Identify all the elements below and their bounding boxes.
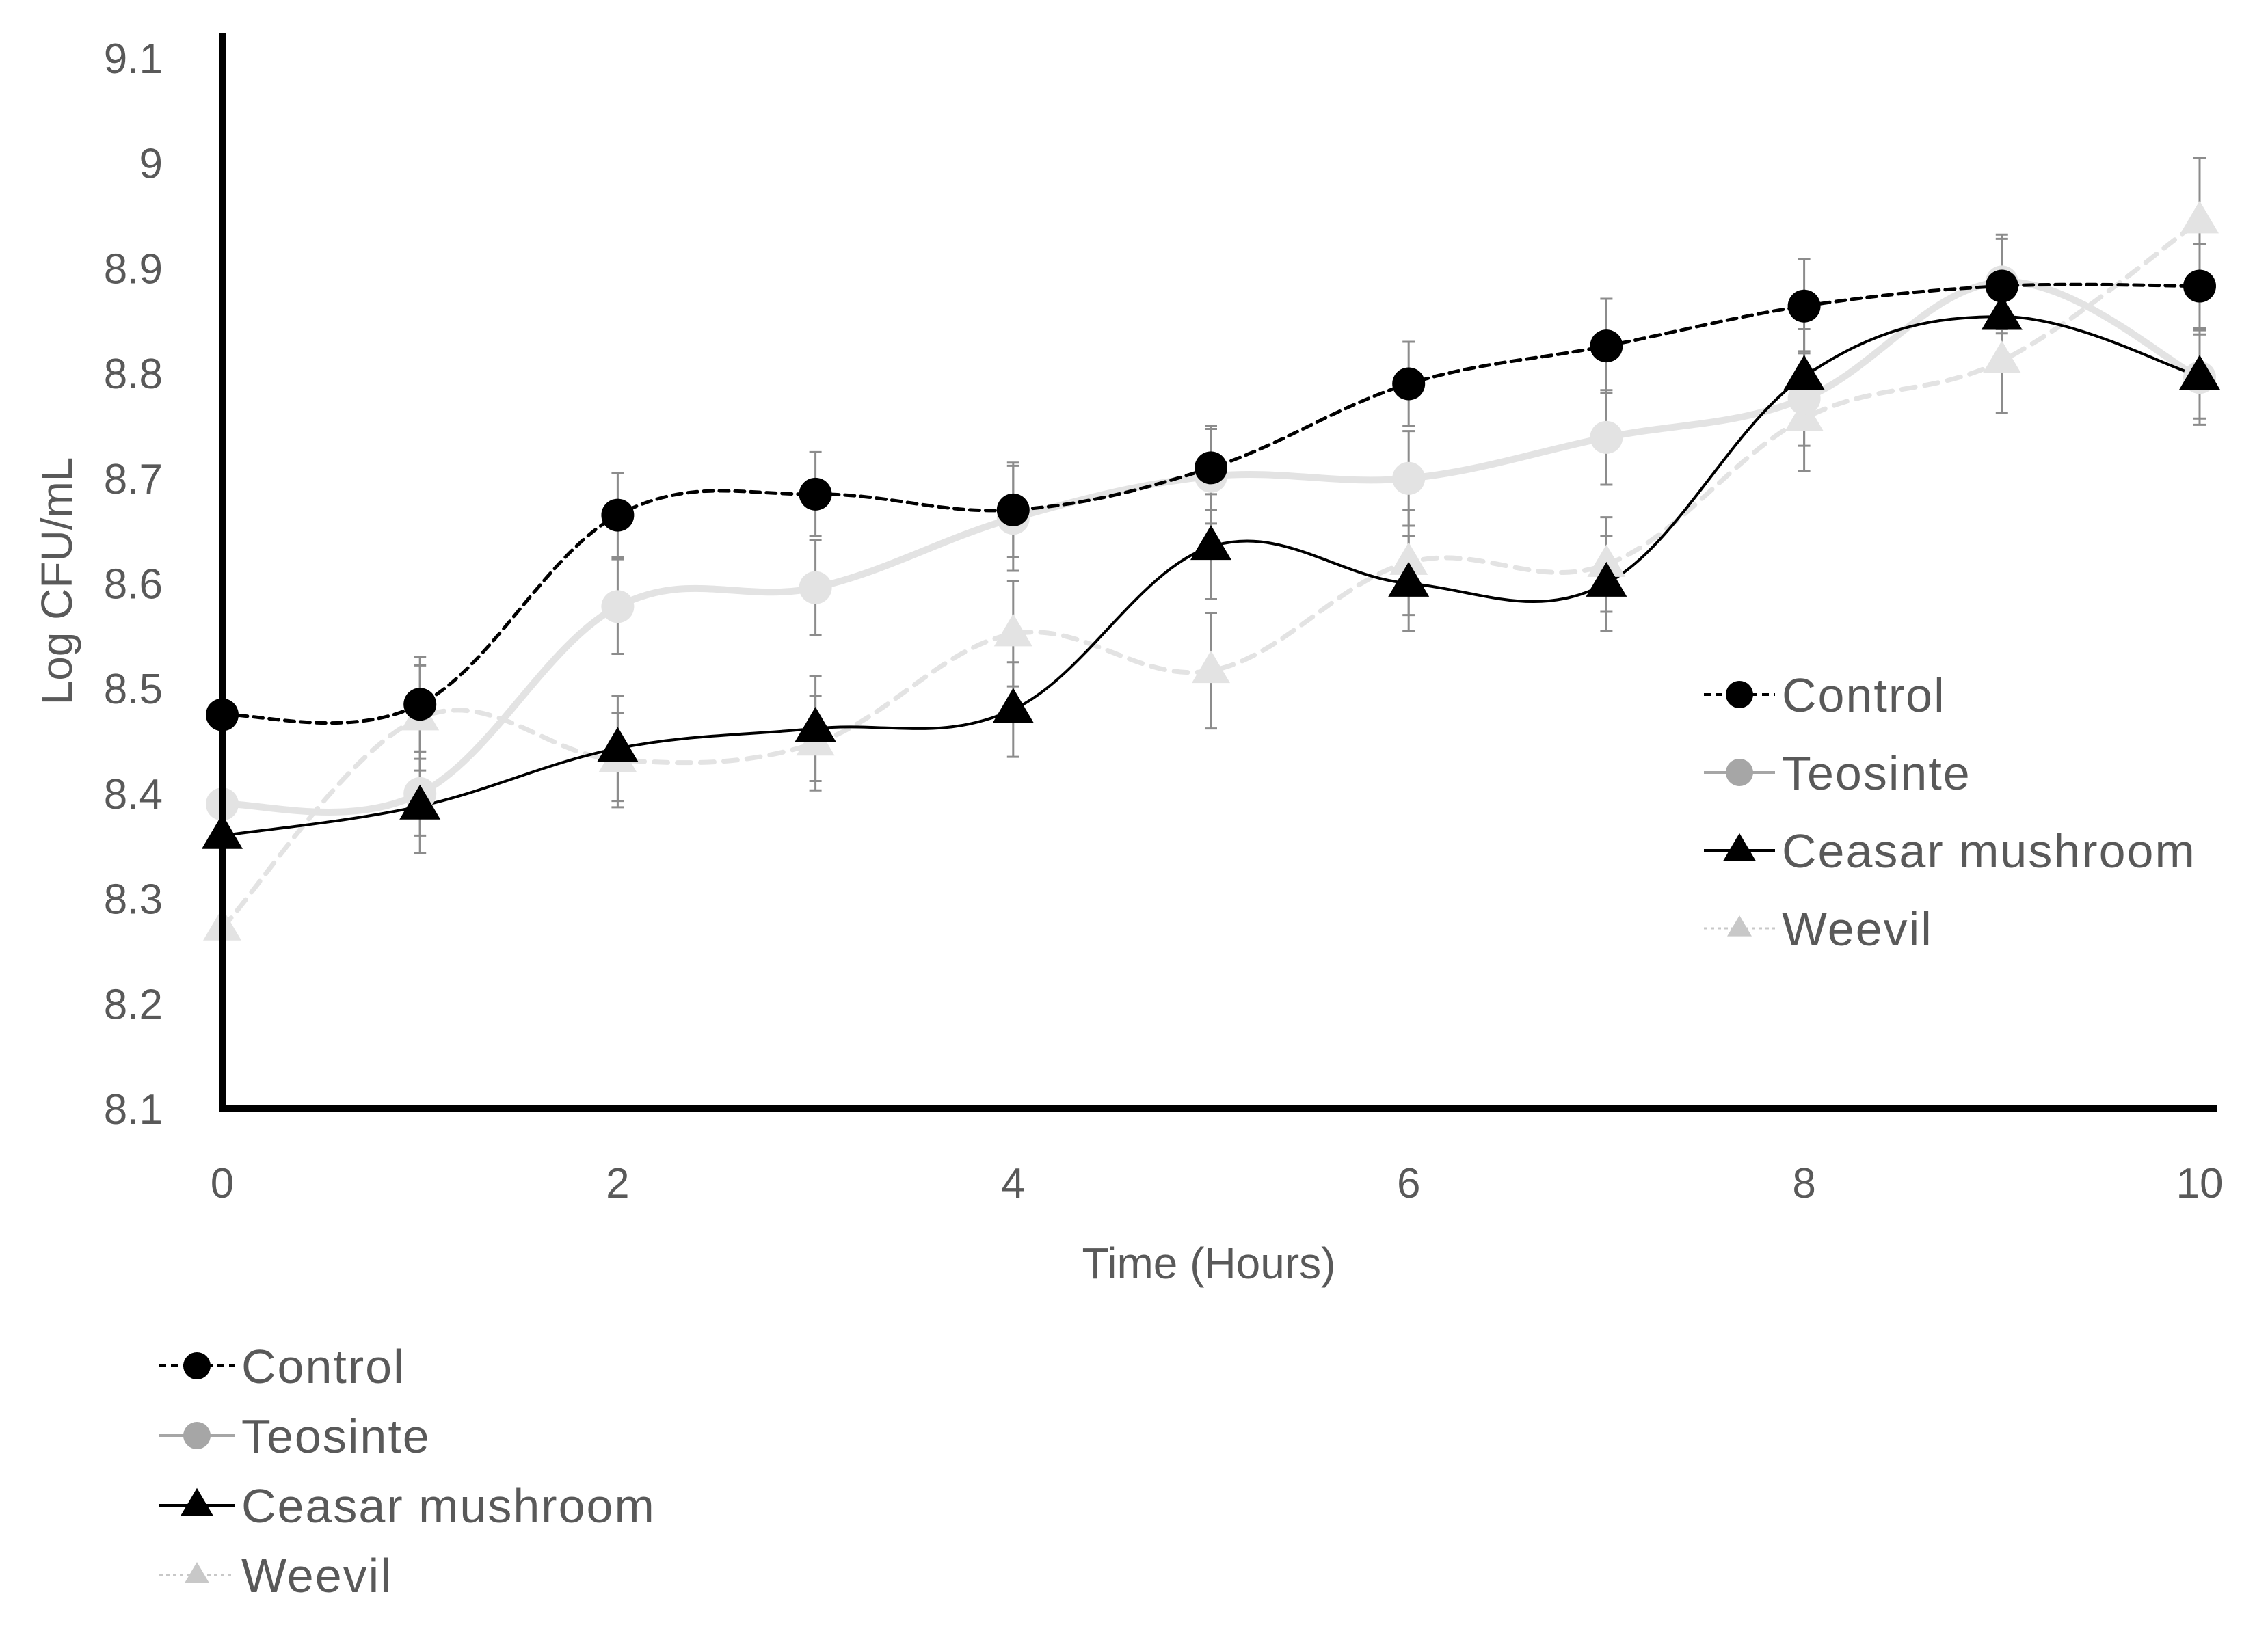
- data-point-control: [1787, 289, 1821, 323]
- data-point-weevil: [2180, 200, 2219, 234]
- data-point-ceasar-mushroom: [1981, 295, 2023, 330]
- data-point-teosinte: [1787, 381, 1821, 415]
- x-tick-label: 4: [1002, 1160, 1025, 1207]
- x-tick-label: 2: [606, 1160, 629, 1207]
- x-tick-labels: 0 2 4 6 8 10: [211, 1160, 2224, 1207]
- legend-label-teosinte: Teosinte: [241, 1410, 431, 1463]
- y-tick-label: 8.4: [104, 771, 163, 818]
- y-tick-label: 9.1: [104, 36, 163, 83]
- legend-marker-ceasar-mushroom: [1723, 833, 1756, 861]
- data-point-control: [799, 477, 832, 511]
- data-point-ceasar-mushroom: [992, 688, 1034, 723]
- y-tick-label: 8.7: [104, 456, 163, 503]
- data-point-ceasar-mushroom: [597, 727, 639, 762]
- legend-marker-control: [183, 1352, 211, 1379]
- data-point-weevil: [1192, 650, 1230, 684]
- data-point-control: [601, 498, 635, 532]
- data-point-control: [403, 688, 437, 721]
- data-point-ceasar-mushroom: [1388, 561, 1430, 597]
- legend-label-teosinte: Teosinte: [1782, 746, 1971, 800]
- data-point-ceasar-mushroom: [399, 784, 441, 820]
- y-tick-label: 8.1: [104, 1086, 163, 1133]
- x-tick-label: 0: [211, 1160, 234, 1207]
- data-point-ceasar-mushroom: [1190, 525, 1231, 561]
- data-point-ceasar-mushroom: [795, 706, 836, 742]
- y-tick-label: 8.8: [104, 351, 163, 398]
- legend-label-weevil: Weevil: [241, 1549, 392, 1602]
- legend-label-control: Control: [241, 1340, 405, 1393]
- x-tick-label: 6: [1397, 1160, 1420, 1207]
- y-tick-label: 8.9: [104, 245, 163, 293]
- data-point-weevil: [1982, 340, 2021, 373]
- legend-label-ceasar-mushroom: Ceasar mushroom: [241, 1479, 656, 1533]
- legend-label-control: Control: [1782, 669, 1946, 722]
- data-point-ceasar-mushroom: [1783, 355, 1825, 390]
- x-tick-label: 8: [1792, 1160, 1815, 1207]
- x-axis-title: Time (Hours): [1082, 1239, 1336, 1288]
- data-point-teosinte: [601, 590, 635, 623]
- y-axis-title: Log CFU/mL: [32, 457, 81, 705]
- legend-marker-teosinte: [1726, 759, 1753, 786]
- data-point-control: [2183, 269, 2216, 303]
- legend-marker-control: [1726, 681, 1753, 708]
- data-point-control: [996, 493, 1030, 526]
- legend-marker-ceasar-mushroom: [181, 1487, 213, 1516]
- data-point-control: [1985, 269, 2018, 303]
- y-tick-label: 8.6: [104, 561, 163, 608]
- x-tick-label: 10: [2176, 1160, 2224, 1207]
- legend-marker-teosinte: [183, 1422, 211, 1449]
- y-tick-label: 8.3: [104, 876, 163, 924]
- y-tick-label: 9: [139, 141, 163, 188]
- data-point-teosinte: [799, 571, 832, 604]
- data-point-weevil: [1587, 544, 1626, 577]
- series-markers: [202, 200, 2220, 941]
- legend-label-ceasar-mushroom: Ceasar mushroom: [1782, 824, 2196, 878]
- data-point-weevil: [993, 613, 1032, 647]
- legend-label-weevil: Weevil: [1782, 902, 1933, 956]
- data-point-control: [1392, 367, 1426, 401]
- data-point-teosinte: [1590, 420, 1623, 454]
- data-point-ceasar-mushroom: [2179, 355, 2220, 390]
- legend-marker-weevil: [185, 1562, 209, 1583]
- data-point-control: [1590, 329, 1623, 363]
- y-tick-labels: 8.1 8.2 8.3 8.4 8.5 8.6 8.7 8.8 8.9 9 9.1: [104, 36, 163, 1133]
- y-tick-label: 8.5: [104, 666, 163, 713]
- y-tick-label: 8.2: [104, 981, 163, 1028]
- data-point-ceasar-mushroom: [1586, 561, 1627, 597]
- legend-inner: Control Teosinte Ceasar mushroom Weevil: [1704, 669, 2196, 956]
- legend-outer: Control Teosinte Ceasar mushroom Weevil: [159, 1340, 656, 1602]
- data-point-teosinte: [1392, 461, 1426, 495]
- data-point-control: [1195, 451, 1227, 485]
- data-point-weevil: [1389, 542, 1428, 575]
- legend-marker-weevil: [1727, 915, 1752, 937]
